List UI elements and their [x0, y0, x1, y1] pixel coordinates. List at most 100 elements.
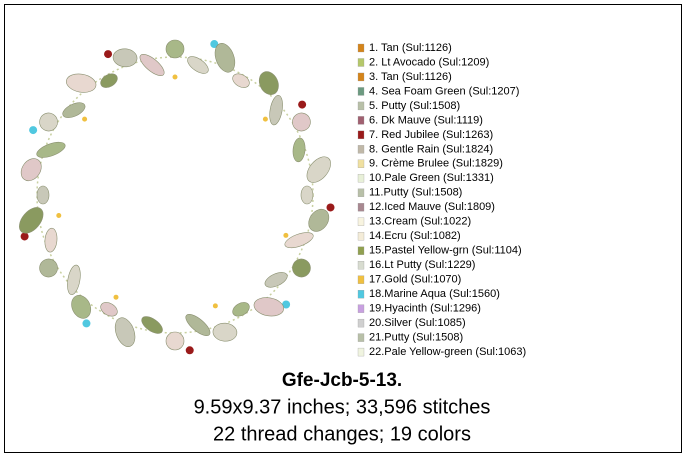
thread-label: 6. Dk Mauve (Sul:1119) [369, 114, 483, 126]
wreath-flower [104, 50, 113, 59]
thread-swatch [357, 43, 365, 53]
design-name: Gfe-Jcb-5-13. [282, 370, 402, 391]
thread-swatch [357, 246, 365, 255]
thread-swatch [357, 232, 365, 241]
thread-swatch [357, 58, 365, 67]
wreath-dot [113, 294, 119, 300]
size-info: 9.59x9.37 inches; 33,596 stitches [194, 396, 491, 418]
embroidery-wreath [19, 39, 335, 355]
wreath-leaf [308, 208, 330, 232]
wreath-leaf [292, 112, 311, 132]
wreath-flower [298, 100, 307, 109]
thread-swatch [357, 130, 365, 140]
wreath-leaf [36, 185, 50, 205]
thread-swatch [357, 116, 365, 125]
thread-label: 8. Gentle Rain (Sul:1824) [369, 143, 493, 155]
wreath-leaf [139, 54, 165, 76]
thread-label: 17.Gold (Sul:1070) [369, 274, 461, 286]
wreath-leaf [306, 156, 331, 183]
thread-label: 16.Lt Putty (Sul:1229) [369, 259, 475, 271]
wreath-flower [20, 232, 29, 241]
wreath-leaf [269, 95, 283, 126]
wreath-flower [82, 319, 91, 328]
wreath-leaf [300, 185, 314, 205]
thread-swatch [357, 217, 365, 226]
thread-label: 9. Crème Brulee (Sul:1829) [369, 158, 503, 170]
wreath-leaf [71, 295, 92, 319]
wreath-leaf [232, 302, 250, 317]
thread-label: 13.Cream (Sul:1022) [369, 216, 471, 228]
wreath-dot [82, 116, 88, 122]
thread-label: 19.Hyacinth (Sul:1296) [369, 303, 481, 315]
wreath-dot [262, 116, 268, 122]
wreath-dot [212, 303, 218, 309]
wreath-leaf [36, 141, 66, 158]
thread-label: 22.Pale Yellow-green (Sul:1063) [369, 346, 526, 358]
thread-label: 10.Pale Green (Sul:1331) [369, 172, 494, 184]
wreath-flower [210, 40, 219, 49]
wreath-dot [283, 232, 289, 238]
thread-label: 11.Putty (Sul:1508) [369, 187, 462, 199]
wreath-leaf [67, 264, 81, 295]
wreath-leaf [100, 73, 118, 88]
wreath-leaf [165, 331, 185, 351]
wreath-leaf [185, 314, 211, 336]
thread-swatch [357, 261, 365, 270]
thread-label: 4. Sea Foam Green (Sul:1207) [369, 85, 519, 97]
wreath-leaf [292, 258, 311, 278]
thread-label: 3. Tan (Sul:1126) [369, 71, 452, 83]
wreath-leaf [141, 316, 163, 334]
wreath-flower [326, 203, 335, 212]
thread-swatch [357, 174, 365, 183]
wreath-flower [185, 346, 194, 355]
thread-swatch [357, 72, 365, 82]
thread-label: 20.Silver (Sul:1085) [369, 317, 466, 329]
wreath-leaf [187, 56, 209, 74]
thread-swatch [357, 203, 365, 212]
wreath-leaf [39, 112, 58, 132]
wreath-leaf [114, 317, 136, 347]
thread-label: 1. Tan (Sul:1126) [369, 42, 452, 54]
wreath-leaf [100, 302, 118, 317]
wreath-leaf [258, 71, 279, 95]
thread-swatch [357, 318, 365, 328]
wreath-leaf [19, 207, 44, 234]
wreath-leaf [264, 272, 288, 288]
thread-label: 2. Lt Avocado (Sul:1209) [369, 56, 489, 68]
wreath-leaf [292, 137, 306, 163]
wreath-leaf [65, 73, 97, 93]
thread-label: 7. Red Jubilee (Sul:1263) [369, 129, 493, 141]
thread-swatch [357, 101, 365, 111]
thread-swatch [357, 275, 365, 284]
wreath-leaf [62, 102, 86, 118]
thread-list: 1. Tan (Sul:1126) 2. Lt Avocado (Sul:1209… [357, 42, 526, 358]
thread-swatch [357, 145, 365, 154]
thread-swatch [357, 333, 365, 342]
thread-swatch [357, 188, 365, 197]
wreath-dot [172, 74, 178, 80]
thread-swatch [357, 290, 365, 299]
wreath-leaf [212, 322, 238, 342]
wreath-leaf [165, 39, 185, 59]
wreath-leaf [39, 258, 58, 278]
thread-swatch [357, 159, 365, 168]
wreath-leaf [232, 73, 250, 88]
thread-label: 15.Pastel Yellow-grn (Sul:1104) [369, 245, 522, 257]
wreath-leaf [214, 43, 236, 73]
thread-label: 21.Putty (Sul:1508) [369, 332, 463, 344]
thread-label: 14.Ecru (Sul:1082) [369, 230, 461, 242]
thread-swatch [357, 347, 365, 357]
wreath-flower [29, 126, 38, 135]
thread-swatch [357, 87, 365, 96]
wreath-leaf [20, 158, 42, 182]
changes-info: 22 thread changes; 19 colors [213, 423, 471, 445]
wreath-leaf [284, 232, 314, 249]
wreath-leaf [44, 227, 58, 253]
wreath-leaf [253, 297, 285, 317]
thread-label: 12.Iced Mauve (Sul:1809) [369, 201, 495, 213]
thread-label: 18.Marine Aqua (Sul:1560) [369, 288, 500, 300]
thread-label: 5. Putty (Sul:1508) [369, 100, 460, 112]
wreath-leaf [112, 48, 138, 68]
wreath-dot [56, 212, 62, 218]
